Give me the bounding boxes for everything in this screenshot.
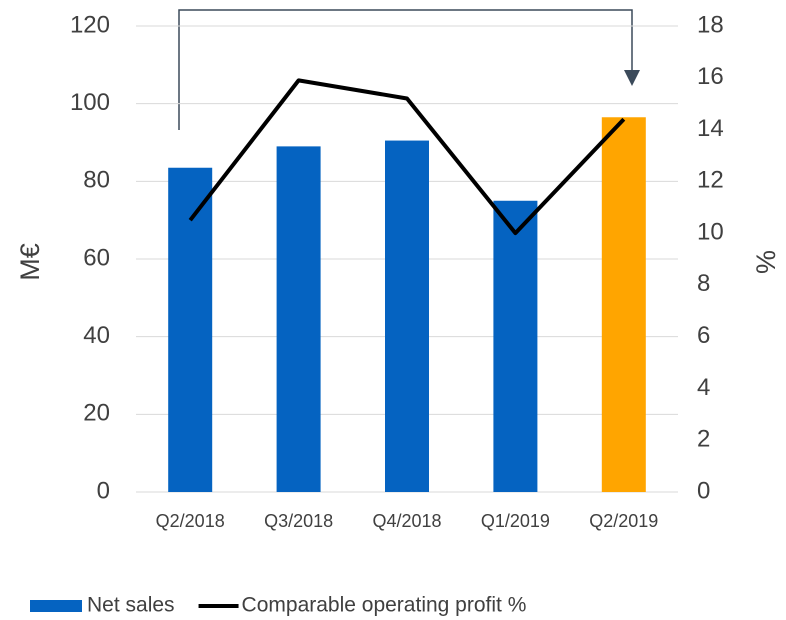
bar	[168, 167, 213, 492]
legend-label: Net sales	[87, 594, 175, 617]
legend-swatch	[30, 600, 82, 612]
y-tick-label: 80	[83, 167, 110, 194]
line	[188, 78, 626, 236]
y-tick-label: 60	[83, 244, 110, 271]
y-tick-label: 40	[83, 322, 110, 349]
annotation-arrow	[178, 9, 633, 130]
y2-axis-title: %	[751, 250, 781, 274]
y2-tick-label: 12	[697, 167, 724, 194]
x-tick-label: Q2/2019	[589, 511, 658, 531]
arrow-line	[178, 9, 633, 130]
y-tick-label: 20	[83, 400, 110, 427]
bar	[601, 117, 646, 492]
y2-tick-label: 10	[697, 218, 724, 245]
y2-tick-label: 18	[697, 11, 724, 38]
bar	[493, 200, 538, 492]
x-tick-label: Q1/2019	[481, 511, 550, 531]
legend-label: Comparable operating profit %	[242, 594, 527, 617]
bar	[385, 140, 429, 492]
arrow-head	[624, 70, 640, 86]
y-tick-label: 120	[70, 11, 110, 38]
y-tick-label: 100	[70, 89, 110, 116]
y-tick-label: 0	[97, 477, 110, 504]
y-axis-title: M€	[15, 243, 45, 281]
x-tick-label: Q3/2018	[264, 511, 333, 531]
x-tick-label: Q4/2018	[372, 511, 441, 531]
bar	[276, 146, 321, 492]
y2-tick-label: 4	[697, 374, 710, 401]
y2-tick-label: 2	[697, 426, 710, 453]
y2-tick-label: 16	[697, 63, 724, 90]
y2-tick-label: 8	[697, 270, 710, 297]
x-tick-label: Q2/2018	[156, 511, 225, 531]
y2-tick-label: 14	[697, 115, 724, 142]
y2-tick-label: 6	[697, 322, 710, 349]
y2-tick-label: 0	[697, 477, 710, 504]
